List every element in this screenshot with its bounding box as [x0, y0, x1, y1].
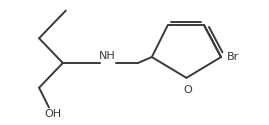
Text: Br: Br	[227, 52, 239, 62]
Text: OH: OH	[44, 109, 62, 119]
Text: NH: NH	[99, 51, 116, 61]
Text: O: O	[183, 85, 192, 95]
